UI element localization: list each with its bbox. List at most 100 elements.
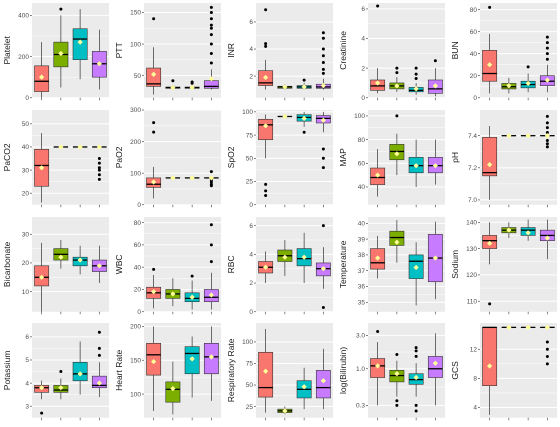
mean-marker xyxy=(189,85,195,91)
mean-marker xyxy=(170,85,176,91)
box xyxy=(482,136,498,176)
boxplot-svg: 0 2 4 6 Creatinine xyxy=(338,3,445,102)
box xyxy=(203,80,219,89)
boxplot-svg: 0 2 4 6 RBC xyxy=(226,216,333,315)
y-tick-label: 0 xyxy=(25,95,29,102)
chart-panel: 4 8 12 GCS xyxy=(448,320,560,427)
outlier-point xyxy=(59,370,63,374)
y-axis-title: Heart Rate xyxy=(114,350,124,391)
mean-marker xyxy=(39,164,45,171)
mean-marker xyxy=(301,115,307,121)
outlier-point xyxy=(302,78,306,82)
outlier-point xyxy=(321,305,325,309)
y-tick-label: 4 xyxy=(249,46,253,53)
y-tick-label: 5 xyxy=(25,357,29,364)
outlier-point xyxy=(321,47,325,51)
outlier-point xyxy=(209,26,213,30)
boxplot-svg: 3 4 5 6 Potassium xyxy=(2,323,109,421)
y-tick-label: 150 xyxy=(130,358,141,365)
y-tick-label: 150 xyxy=(130,10,141,17)
y-tick-label: 20 xyxy=(470,73,478,80)
box xyxy=(427,356,443,379)
mean-marker xyxy=(77,39,83,45)
mean-marker xyxy=(96,61,102,67)
mean-marker xyxy=(282,254,288,260)
chart-panel: 0 200 400 Platelet xyxy=(0,0,112,107)
y-tick-label: 25 xyxy=(246,178,254,185)
mean-marker xyxy=(320,378,326,384)
y-tick-label: 1.0 xyxy=(356,366,365,373)
outlier-point xyxy=(321,147,325,151)
y-tick-label: 40 xyxy=(470,51,478,58)
y-axis-title: GCS xyxy=(450,361,460,380)
y-tick-label: 6 xyxy=(249,19,253,26)
y-tick-label: 40 xyxy=(22,144,30,151)
mean-marker xyxy=(375,254,381,261)
y-tick-label: 100 xyxy=(354,113,365,120)
outlier-point xyxy=(40,411,44,415)
outlier-point xyxy=(321,71,325,75)
chart-panel: 0.3 1.0 3.0 log(Bilirubin) xyxy=(336,320,448,427)
outlier-point xyxy=(97,161,101,165)
y-tick-label: 4 xyxy=(473,405,477,412)
y-axis-title: Potassium xyxy=(2,351,12,391)
outlier-point xyxy=(545,340,549,344)
outlier-point xyxy=(321,61,325,65)
mean-marker xyxy=(208,175,214,181)
y-tick-label: 40 xyxy=(358,220,366,227)
y-tick-label: 0 xyxy=(361,95,365,102)
outlier-point xyxy=(395,404,399,408)
chart-panel: 110 120 130 140 Sodium xyxy=(448,214,560,321)
y-tick-label: 4 xyxy=(25,381,29,388)
outlier-point xyxy=(321,31,325,35)
outlier-point xyxy=(488,301,492,305)
box xyxy=(389,230,405,246)
y-tick-label: 6 xyxy=(361,6,365,13)
mean-marker xyxy=(544,77,550,83)
mean-marker xyxy=(413,86,419,92)
mean-marker xyxy=(151,179,157,185)
y-tick-label: 20 xyxy=(22,260,30,267)
y-tick-label: 130 xyxy=(466,245,477,252)
y-tick-label: 60 xyxy=(470,29,478,36)
mean-marker xyxy=(263,264,269,270)
y-tick-label: 20 xyxy=(134,286,142,293)
mean-marker xyxy=(432,162,438,169)
mean-marker xyxy=(208,354,214,360)
outlier-point xyxy=(433,59,437,63)
y-axis-title: pH xyxy=(450,152,460,163)
outlier-point xyxy=(209,33,213,37)
outlier-point xyxy=(264,189,268,193)
boxplot-svg: 0 100 200 300 PaO2 xyxy=(114,107,221,209)
box xyxy=(258,118,274,140)
y-tick-label: 39 xyxy=(358,236,366,243)
chart-panel: 0 2 4 6 Creatinine xyxy=(336,0,448,107)
mean-marker xyxy=(487,363,493,369)
y-tick-label: 200 xyxy=(130,324,141,331)
y-tick-label: 50 xyxy=(22,121,30,128)
chart-panel: 40 60 80 100 MAP xyxy=(336,107,448,214)
mean-marker xyxy=(525,80,531,87)
y-tick-label: 0 xyxy=(249,308,253,315)
outlier-point xyxy=(97,354,101,358)
y-tick-label: 120 xyxy=(466,272,477,279)
outlier-point xyxy=(152,130,156,134)
outlier-point xyxy=(545,121,549,125)
y-tick-label: 75 xyxy=(246,361,254,368)
y-axis-title: SpO2 xyxy=(226,146,236,168)
chart-panel: 7.0 7.2 7.4 pH xyxy=(448,107,560,214)
outlier-point xyxy=(264,42,268,46)
outlier-point xyxy=(414,66,418,70)
mean-marker xyxy=(394,239,400,245)
y-tick-label: 35 xyxy=(358,299,366,306)
outlier-point xyxy=(152,267,156,271)
mean-marker xyxy=(58,144,64,150)
outlier-point xyxy=(264,44,268,48)
y-tick-label: 8 xyxy=(473,376,477,383)
mean-marker xyxy=(151,71,157,77)
mean-marker xyxy=(413,375,419,381)
mean-marker xyxy=(525,229,531,235)
y-axis-title: PaCO2 xyxy=(2,143,12,171)
outlier-point xyxy=(264,8,268,12)
